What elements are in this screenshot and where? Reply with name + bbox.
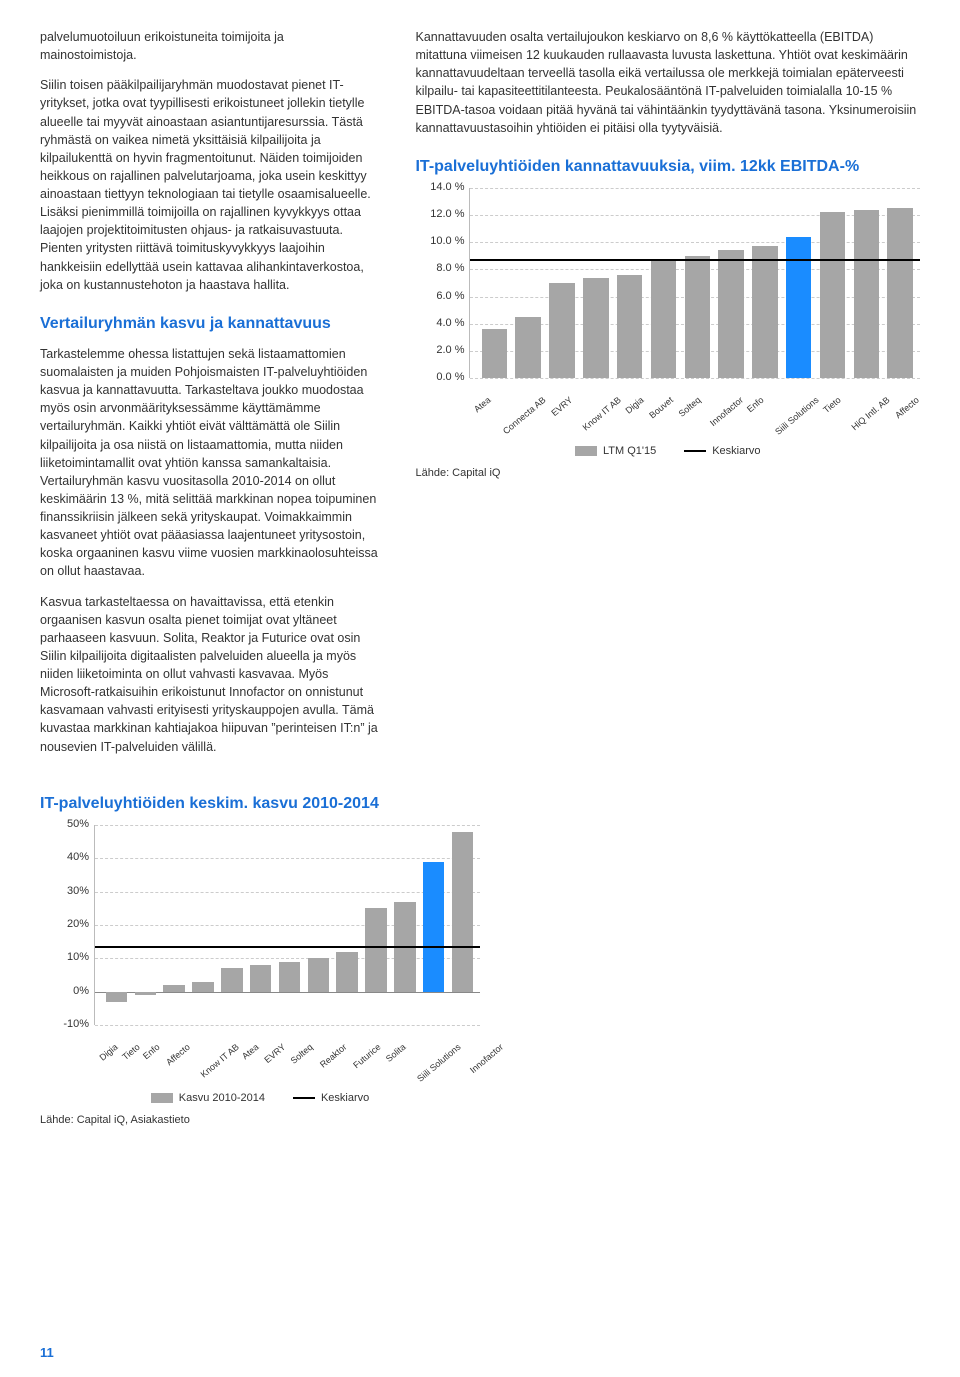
bar xyxy=(820,212,845,378)
legend: LTM Q1'15 Keskiarvo xyxy=(415,444,920,460)
right-column: Kannattavuuden osalta vertailujoukon kes… xyxy=(415,28,920,768)
paragraph: Kasvua tarkasteltaessa on havaittavissa,… xyxy=(40,593,383,756)
section-heading: Vertailuryhmän kasvu ja kannattavuus xyxy=(40,312,383,335)
bar xyxy=(250,965,271,992)
left-column: palvelumuotoiluun erikoistuneita toimijo… xyxy=(40,28,383,768)
legend-line xyxy=(684,450,706,452)
chart-title-ebitda: IT-palveluyhtiöiden kannattavuuksia, vii… xyxy=(415,155,920,178)
bar xyxy=(221,968,242,991)
paragraph: Tarkastelemme ohessa listattujen sekä li… xyxy=(40,345,383,581)
bar xyxy=(336,952,357,992)
bar xyxy=(651,259,676,378)
bar xyxy=(279,962,300,992)
chart-title-growth: IT-palveluyhtiöiden keskim. kasvu 2010-2… xyxy=(40,792,920,815)
growth-chart: 50%40%30%20%10%0%-10% DigiaTietoEnfoAffe… xyxy=(40,825,480,1129)
bar xyxy=(685,256,710,378)
bar xyxy=(752,246,777,378)
bar xyxy=(308,958,329,991)
two-column-layout: palvelumuotoiluun erikoistuneita toimijo… xyxy=(40,28,920,768)
bar xyxy=(365,908,386,991)
bar xyxy=(583,278,608,378)
bar xyxy=(617,275,642,378)
bar xyxy=(135,992,156,995)
paragraph: Siilin toisen pääkilpailijaryhmän muodos… xyxy=(40,76,383,294)
bar xyxy=(854,210,879,378)
bar xyxy=(549,283,574,378)
bar xyxy=(515,317,540,378)
bar xyxy=(482,329,507,378)
bar xyxy=(163,985,184,992)
bar xyxy=(452,832,473,992)
bar xyxy=(106,992,127,1002)
paragraph: Kannattavuuden osalta vertailujoukon kes… xyxy=(415,28,920,137)
page-number: 11 xyxy=(40,1344,54,1363)
source-label: Lähde: Capital iQ xyxy=(415,466,920,482)
bar xyxy=(786,237,811,378)
source-label: Lähde: Capital iQ, Asiakastieto xyxy=(40,1113,480,1129)
bar xyxy=(192,982,213,992)
paragraph: palvelumuotoiluun erikoistuneita toimijo… xyxy=(40,28,383,64)
bar xyxy=(718,250,743,378)
ebitda-chart: 14.0 %12.0 %10.0 %8.0 %6.0 %4.0 %2.0 %0.… xyxy=(415,188,920,482)
bar xyxy=(423,862,444,992)
bar xyxy=(887,208,912,378)
